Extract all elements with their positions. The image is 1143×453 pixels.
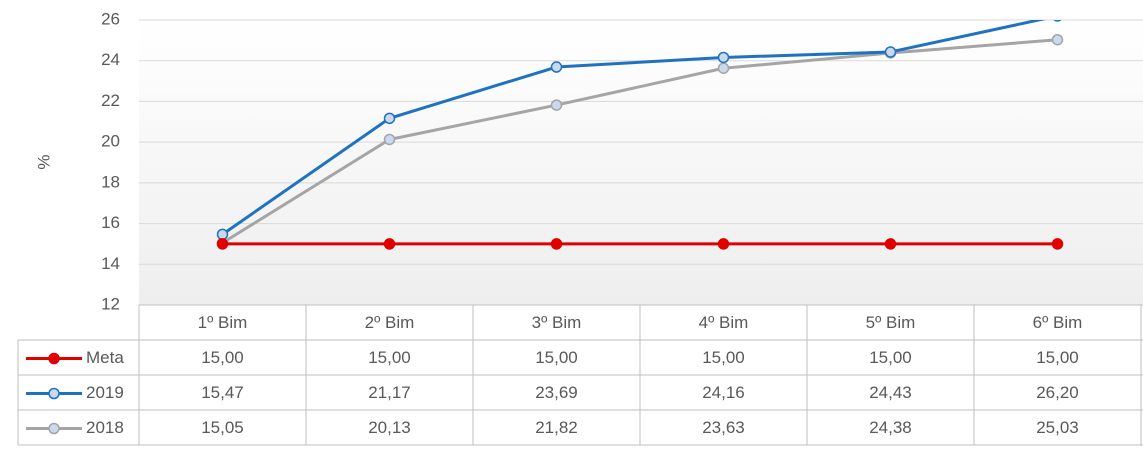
table-value: 15,00	[535, 348, 578, 367]
y-tick-label: 22	[101, 91, 120, 110]
point-marker	[1051, 33, 1064, 46]
table-value: 26,20	[1036, 383, 1079, 402]
point-marker	[550, 61, 563, 73]
table-value: 23,69	[535, 383, 578, 402]
table-value: 24,43	[869, 383, 912, 402]
legend-label: Meta	[86, 348, 124, 367]
y-tick-label: 18	[101, 172, 120, 191]
legend-key-marker	[48, 387, 60, 400]
table-value: 15,05	[201, 418, 244, 437]
plot-lines	[216, 20, 1064, 250]
x-tick-label: 3º Bim	[532, 313, 582, 332]
table-value: 24,38	[869, 418, 912, 437]
y-tick-label: 20	[101, 132, 120, 151]
series-line	[221, 20, 1046, 236]
data-table: 1º Bim 2º Bim 3º Bim 4º Bim 5º Bim 6º Bim Meta…	[17, 304, 1143, 446]
y-tick-label: 14	[101, 254, 120, 273]
point-marker	[1053, 20, 1062, 22]
table-value: 15,00	[1036, 348, 1079, 367]
x-tick-label: 4º Bim	[699, 313, 749, 332]
y-tick-label: 12	[101, 294, 120, 313]
y-tick-label: 16	[101, 213, 120, 232]
y-axis-label: %	[34, 154, 53, 169]
plot-background	[139, 20, 1143, 305]
table-value: 15,00	[702, 348, 745, 367]
y-tick-label: 26	[101, 9, 120, 28]
x-tick-label: 2º Bim	[365, 313, 415, 332]
table-value: 15,47	[201, 383, 244, 402]
point-marker	[1051, 238, 1064, 250]
point-marker	[884, 46, 897, 58]
x-tick-label: 6º Bim	[1033, 313, 1083, 332]
point-marker	[717, 62, 730, 74]
point-marker	[216, 238, 229, 250]
point-marker	[216, 228, 229, 241]
point-marker	[717, 238, 730, 250]
point-marker	[717, 51, 730, 64]
table-value: 20,13	[368, 418, 411, 437]
legend-label: 2019	[86, 383, 124, 402]
table-value: 25,03	[1036, 418, 1079, 437]
table-value: 15,00	[201, 348, 244, 367]
point-marker	[383, 112, 396, 125]
x-tick-label: 5º Bim	[866, 313, 916, 332]
table-value: 15,00	[869, 348, 912, 367]
table-value: 15,00	[368, 348, 411, 367]
series-line	[221, 38, 1058, 245]
point-marker	[550, 99, 563, 111]
point-marker	[550, 238, 563, 250]
table-value: 23,63	[702, 418, 745, 437]
table-value: 21,17	[368, 383, 411, 402]
legend-label: 2018	[86, 418, 124, 437]
legend-key-marker	[48, 422, 60, 435]
legend-key-marker	[48, 352, 60, 365]
y-tick-label: 24	[101, 50, 120, 69]
table-value: 24,16	[702, 383, 745, 402]
table-value: 21,82	[535, 418, 578, 437]
x-tick-label: 1º Bim	[198, 313, 248, 332]
point-marker	[383, 238, 396, 250]
point-marker	[884, 238, 897, 250]
point-marker	[383, 133, 396, 146]
